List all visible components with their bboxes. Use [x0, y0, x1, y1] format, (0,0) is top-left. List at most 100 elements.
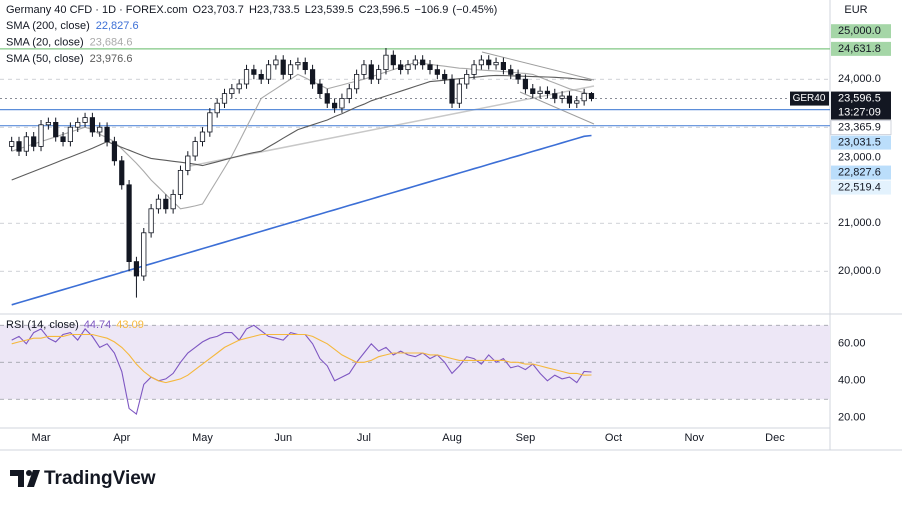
currency-label: EUR	[844, 4, 867, 16]
y-tick-label: 24,000.0	[838, 73, 881, 85]
candle-body	[420, 59, 426, 66]
logo-icon	[10, 470, 24, 487]
candle-body	[23, 136, 29, 152]
change-pct: (−0.45%)	[452, 4, 497, 16]
candle-body	[31, 136, 37, 147]
symbol-tag	[790, 91, 829, 106]
candle-body	[192, 141, 198, 157]
price-label-bg	[831, 41, 891, 56]
legend-name: SMA (20, close)	[6, 36, 84, 48]
candle-body	[141, 232, 147, 277]
price-label-bg	[831, 135, 891, 150]
legend-value: 22,827.6	[96, 20, 139, 32]
candle-body	[398, 64, 404, 71]
y-tick-label: 23,000.0	[838, 151, 881, 163]
ohlc-value: 23,703.7	[201, 4, 244, 16]
candle-body	[478, 59, 484, 66]
candle-body	[361, 64, 367, 75]
candle-body	[339, 98, 345, 109]
y-tick-label: 21,000.0	[838, 217, 881, 229]
price-level-label: 22,519.4	[838, 181, 881, 193]
legend-name: RSI (14, close)	[6, 319, 79, 331]
candle-body	[104, 126, 110, 142]
candle-body	[287, 64, 294, 75]
candle-body	[405, 64, 411, 71]
candle-body	[251, 69, 257, 75]
candle-body	[588, 93, 595, 99]
ohlc-key: C	[359, 4, 367, 16]
candle-body	[471, 64, 477, 75]
candle-body	[82, 117, 88, 123]
candle-body	[559, 95, 565, 99]
candle-body	[126, 184, 132, 263]
ohlc-value: 23,539.5	[311, 4, 354, 16]
x-tick-label: May	[192, 432, 213, 444]
logo-icon	[26, 470, 32, 476]
candle-body	[537, 90, 543, 94]
candle-body	[376, 69, 382, 80]
sma-line	[11, 134, 592, 306]
brand-name: TradingView	[44, 468, 156, 489]
candle-body	[412, 59, 418, 66]
legend-entry: SMA (20, close) 23,684.6	[6, 36, 132, 48]
ohlc-legend: Germany 40 CFD · 1D · FOREX.com O23,703.7…	[6, 4, 497, 16]
brand-logo: TradingView	[10, 468, 156, 489]
legend-value: 43.09	[116, 319, 144, 331]
candle-body	[574, 100, 580, 104]
y-tick-label: 20,000.0	[838, 265, 881, 277]
ohlc-value: 23,733.5	[257, 4, 300, 16]
last-price-label: 23,596.5	[838, 92, 881, 104]
legend-value: 23,684.6	[90, 36, 133, 48]
candle-body	[236, 83, 242, 90]
candle-body	[486, 59, 492, 66]
candle-body	[214, 102, 220, 114]
candle-body	[199, 131, 206, 142]
candle-body	[566, 95, 573, 104]
rsi-tick-label: 20.00	[838, 412, 866, 424]
change-value: −106.9	[414, 4, 448, 16]
candle-body	[383, 54, 389, 71]
candle-body	[75, 122, 81, 128]
candle-body	[508, 69, 514, 75]
price-level-label: 24,631.8	[838, 43, 881, 55]
ohlc-value: 23,596.5	[367, 4, 410, 16]
candle-body	[449, 78, 455, 104]
candle-body	[243, 69, 250, 85]
logo-icon	[27, 470, 40, 487]
candle-body	[309, 69, 316, 85]
candle-body	[177, 169, 184, 195]
candle-body	[544, 90, 551, 94]
price-level-label: 23,365.9	[838, 121, 881, 133]
candle-body	[456, 83, 462, 104]
candle-body	[295, 62, 301, 66]
candle-body	[9, 141, 15, 147]
candle-body	[207, 112, 213, 133]
x-tick-label: Dec	[765, 432, 785, 444]
countdown-label: 13:27:09	[838, 106, 881, 118]
candle-body	[229, 88, 235, 95]
price-level-label: 22,827.6	[838, 166, 881, 178]
candle-body	[500, 62, 507, 71]
x-tick-label: Sep	[516, 432, 536, 444]
legend-value: 44.74	[84, 319, 112, 331]
price-level-label: 25,000.0	[838, 25, 881, 37]
price-level-label: 23,031.5	[838, 136, 881, 148]
candle-body	[221, 93, 228, 104]
candle-body	[53, 122, 59, 138]
candle-body	[324, 93, 330, 104]
candle-body	[163, 198, 169, 210]
candle-body	[434, 69, 440, 75]
candle-body	[97, 126, 103, 133]
candle-body	[185, 155, 191, 171]
legend-entry: SMA (200, close) 22,827.6	[6, 20, 139, 32]
price-label-bg	[831, 180, 891, 195]
candle-body	[317, 83, 323, 95]
candle-body	[148, 208, 154, 234]
candle-body	[354, 74, 360, 90]
candle-body	[67, 126, 73, 142]
symbol-label: GER40	[793, 93, 826, 104]
candle-body	[155, 198, 162, 210]
symbol-title: Germany 40 CFD · 1D · FOREX.com	[6, 4, 188, 16]
price-label-bg	[830, 120, 892, 136]
